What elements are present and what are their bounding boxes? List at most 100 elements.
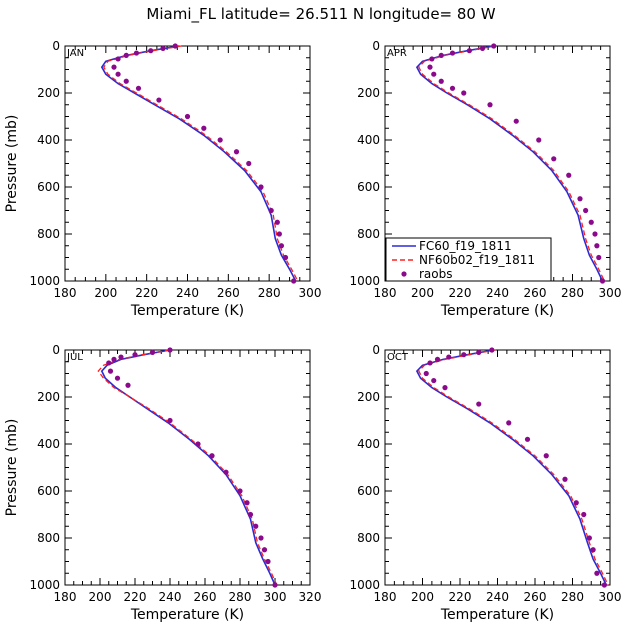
raobs-point <box>233 149 240 155</box>
raobs-point <box>429 56 435 62</box>
y-tick-label: 600 <box>37 484 60 498</box>
raobs-point <box>261 547 268 553</box>
series-line-fc60-f19-1811 <box>100 45 297 282</box>
y-tick-label: 600 <box>357 484 380 498</box>
raobs-point <box>268 207 274 214</box>
legend-box <box>385 237 552 282</box>
y-tick-label: 400 <box>37 133 60 147</box>
x-tick-label: 280 <box>561 590 584 604</box>
raobs-point <box>125 382 131 388</box>
y-tick-label: 1000 <box>349 578 380 592</box>
x-tick-label: 260 <box>524 590 547 604</box>
raobs-point <box>438 52 444 59</box>
raobs-point <box>581 511 587 518</box>
raobs-point <box>551 156 557 162</box>
y-tick-label: 200 <box>357 390 380 404</box>
x-tick-label: 320 <box>299 590 322 604</box>
x-tick-label: 180 <box>374 286 397 300</box>
raobs-point <box>449 85 456 91</box>
raobs-point <box>148 48 154 54</box>
x-tick-label: 240 <box>176 286 199 300</box>
series-raobs <box>423 347 607 588</box>
raobs-point <box>599 278 606 284</box>
panel-label: JAN <box>66 48 84 59</box>
x-tick-label: 200 <box>89 590 112 604</box>
raobs-point <box>217 137 223 143</box>
y-tick-label: 0 <box>52 343 60 357</box>
series-line-fc60-f19-1811 <box>100 349 276 586</box>
panel-label: JUL <box>66 352 83 363</box>
y-axis-label: Pressure (mb) <box>4 419 20 517</box>
raobs-point <box>123 52 129 59</box>
plot-frame <box>64 349 311 586</box>
series-line-nf60b02-f19-1811 <box>418 349 609 586</box>
legend-marker <box>401 271 407 277</box>
raobs-point <box>223 469 229 475</box>
raobs-point <box>132 352 138 358</box>
y-tick-label: 1000 <box>29 578 60 592</box>
raobs-point <box>427 64 433 70</box>
raobs-point <box>133 50 140 56</box>
x-axis-label: Temperature (K) <box>130 607 244 623</box>
y-tick-label: 200 <box>37 86 60 100</box>
raobs-point <box>536 137 542 143</box>
raobs-point <box>111 356 117 362</box>
raobs-point <box>427 360 433 366</box>
raobs-point <box>258 184 264 190</box>
legend-label: NF60b02_f19_1811 <box>419 253 535 267</box>
raobs-point <box>114 375 121 381</box>
raobs-point <box>489 347 495 353</box>
raobs-point <box>278 243 285 249</box>
x-tick-label: 280 <box>258 286 281 300</box>
y-tick-label: 800 <box>37 227 60 241</box>
y-tick-label: 400 <box>357 133 380 147</box>
x-tick-label: 220 <box>135 286 158 300</box>
raobs-point <box>253 523 259 529</box>
raobs-point <box>434 356 441 362</box>
raobs-point <box>543 453 549 459</box>
raobs-point <box>156 97 162 103</box>
raobs-point <box>461 352 467 358</box>
y-tick-label: 1000 <box>349 274 380 288</box>
y-tick-label: 800 <box>37 531 60 545</box>
legend-label: FC60_f19_1811 <box>419 239 512 253</box>
x-tick-label: 260 <box>524 286 547 300</box>
raobs-point <box>431 377 437 384</box>
raobs-point <box>118 354 124 360</box>
raobs-point <box>594 570 600 576</box>
x-tick-label: 200 <box>411 590 434 604</box>
x-tick-label: 260 <box>217 286 240 300</box>
raobs-point <box>466 48 472 54</box>
raobs-point <box>423 370 429 377</box>
raobs-point <box>586 535 592 541</box>
raobs-point <box>172 43 178 49</box>
x-tick-label: 300 <box>299 286 322 300</box>
x-tick-label: 240 <box>159 590 182 604</box>
raobs-point <box>566 172 572 178</box>
y-tick-label: 0 <box>372 343 380 357</box>
raobs-point <box>167 347 173 353</box>
raobs-point <box>274 219 280 225</box>
raobs-point <box>201 125 207 131</box>
raobs-point <box>479 45 486 51</box>
raobs-point <box>583 207 589 214</box>
raobs-point <box>487 102 493 108</box>
x-tick-label: 220 <box>449 286 472 300</box>
x-tick-label: 200 <box>94 286 117 300</box>
series-line-nf60b02-f19-1811 <box>418 45 605 282</box>
raobs-point <box>265 558 271 565</box>
raobs-point <box>106 360 112 366</box>
raobs-point <box>123 78 129 84</box>
raobs-point <box>431 71 437 77</box>
raobs-point <box>135 85 142 91</box>
y-tick-label: 200 <box>357 86 380 100</box>
panel-label: OCT <box>387 352 409 363</box>
y-axis-label: Pressure (mb) <box>4 115 20 213</box>
raobs-point <box>524 436 531 442</box>
y-tick-label: 400 <box>37 437 60 451</box>
series-line-fc60-f19-1811 <box>415 45 604 282</box>
raobs-point <box>246 160 252 167</box>
raobs-point <box>442 385 448 391</box>
raobs-point <box>195 441 201 447</box>
